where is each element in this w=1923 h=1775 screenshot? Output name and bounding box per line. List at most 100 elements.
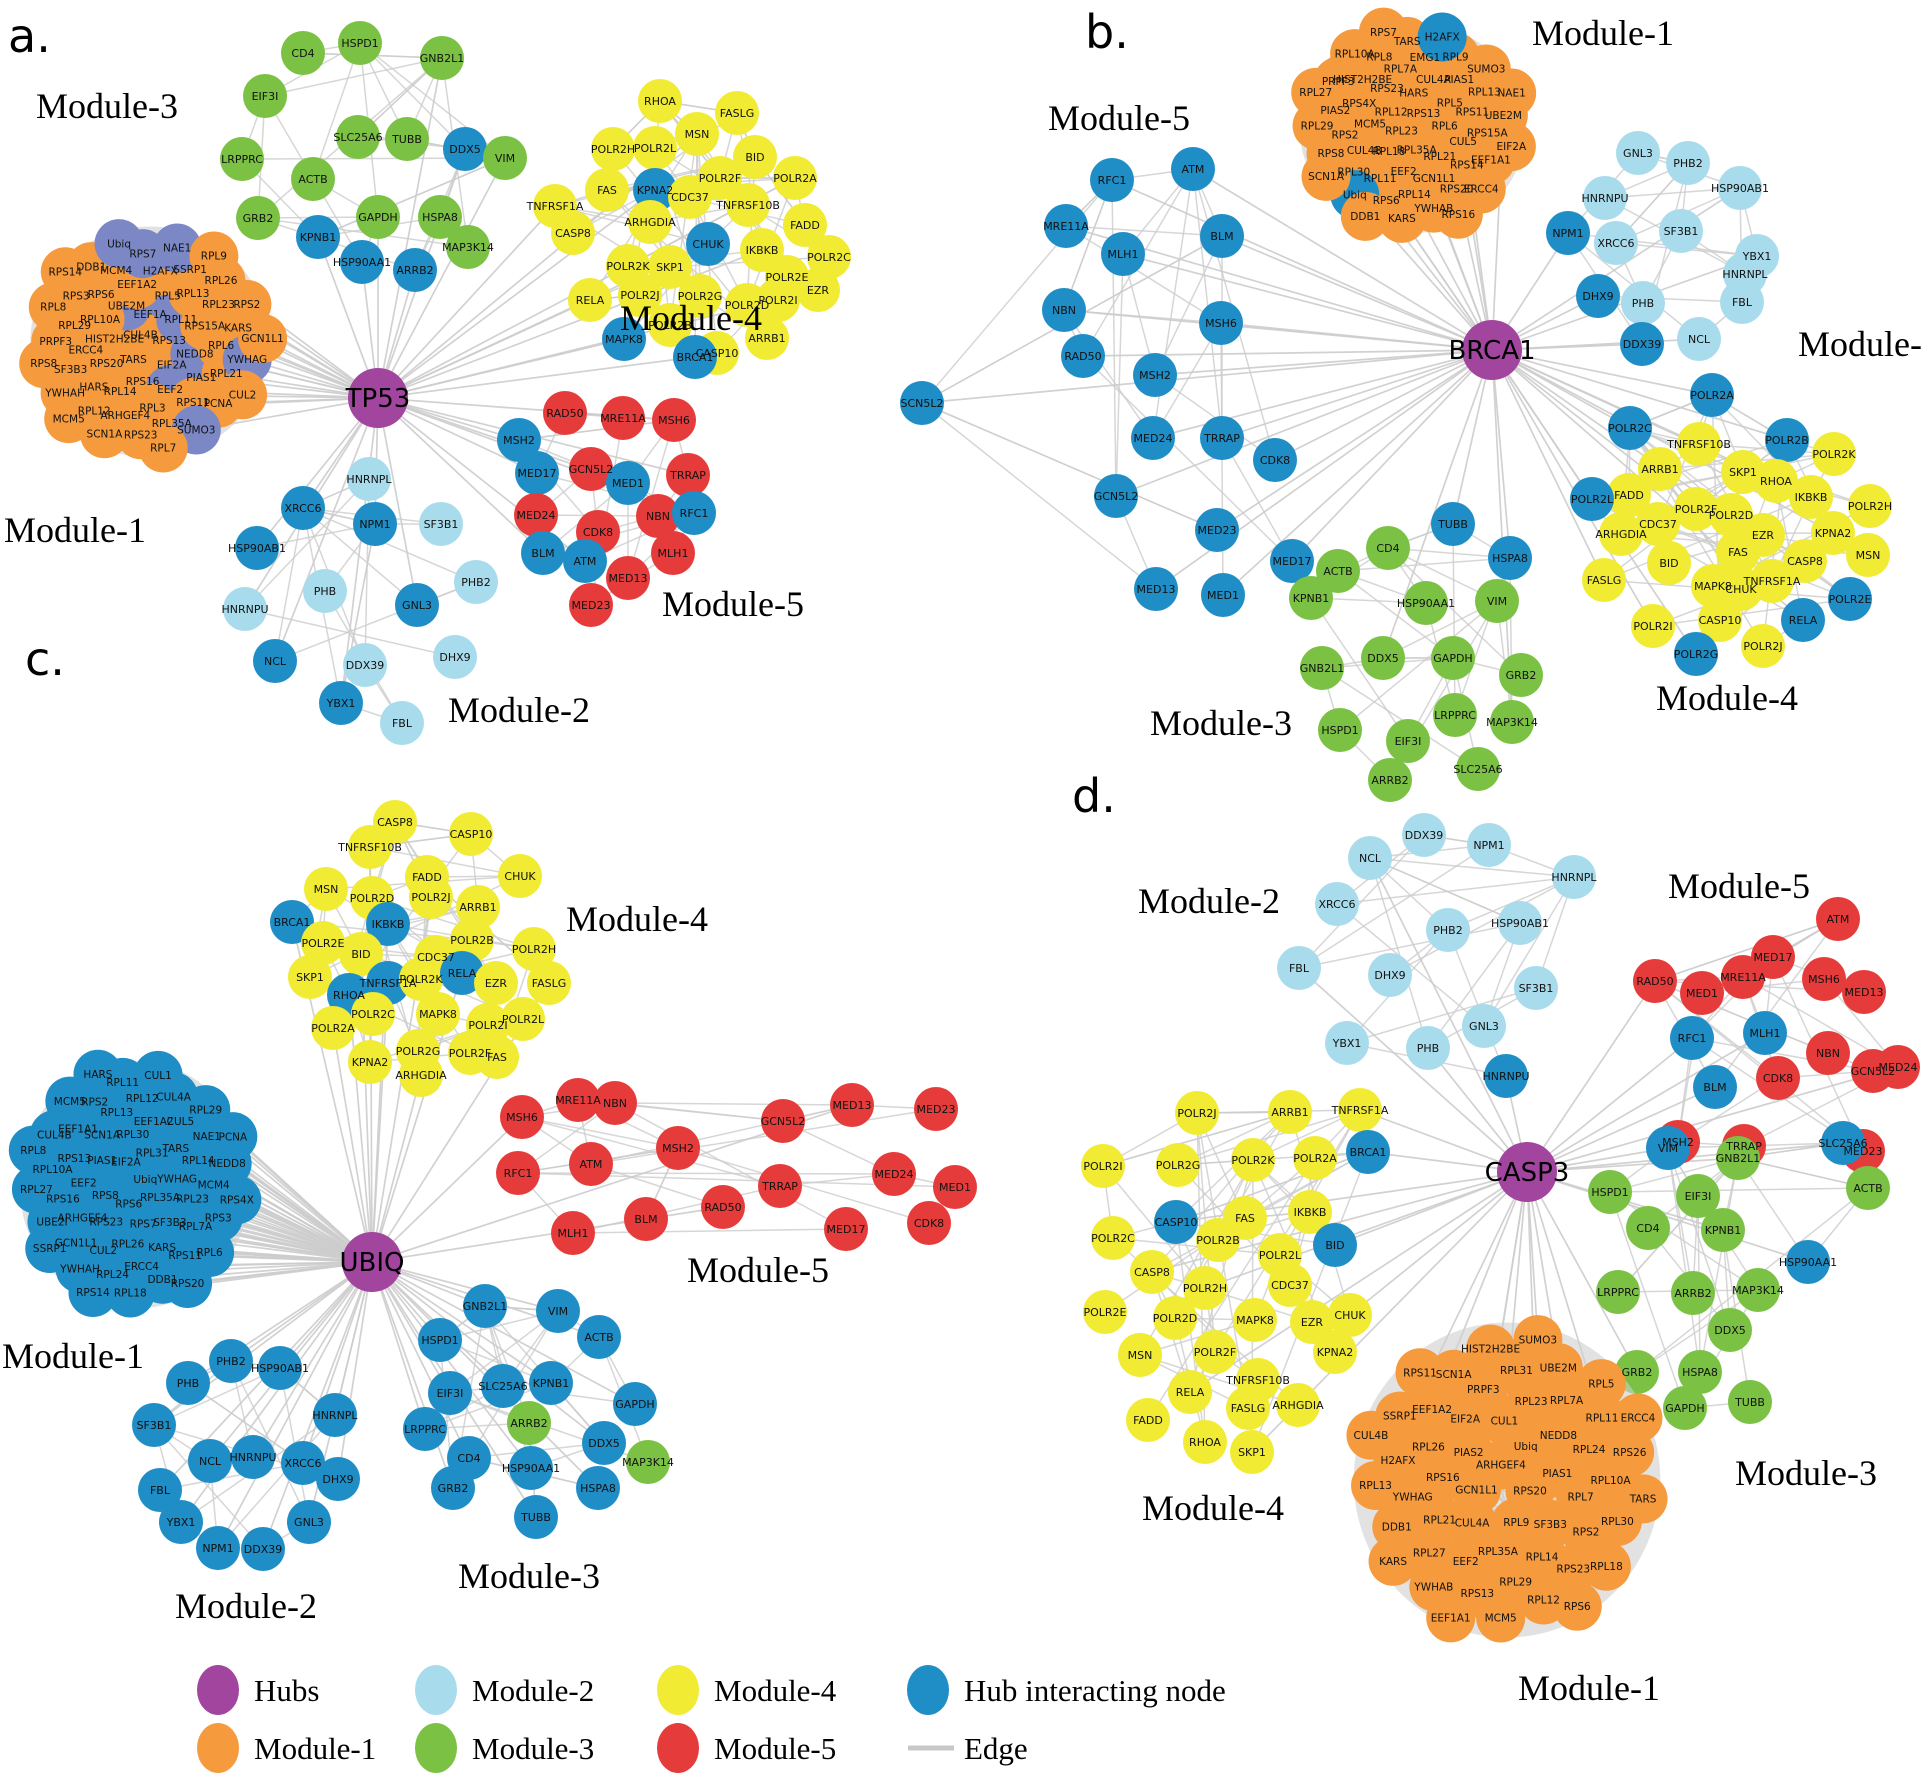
node-POLR2B [648,303,692,347]
hub-edge [337,1261,373,1480]
node-label-GCN5L2: GCN5L2 [1851,1065,1896,1078]
edge [1221,437,1293,562]
node-label-MED23: MED23 [1844,1145,1883,1158]
edge [736,112,763,251]
node-DHX9 [433,635,477,679]
node-FBL [1720,280,1764,324]
node-label-RPL7A: RPL7A [179,1221,213,1233]
node-label-DDX39: DDX39 [1405,829,1443,842]
node-DDX5 [1708,1308,1752,1352]
node-RPL5 [1576,1359,1626,1409]
legend-swatch-hub [197,1665,239,1715]
node-XRCC6 [1315,882,1359,926]
node-CASP8 [1130,1250,1174,1294]
node-FASLG [527,961,571,1005]
node-GAPDH [1663,1386,1707,1430]
node-POLR2E [1083,1290,1127,1334]
node-label-RPS16: RPS16 [1426,1472,1460,1484]
edge [244,478,370,610]
node-label-RPL23: RPL23 [1385,125,1418,137]
node-label-RELA: RELA [1176,1386,1205,1399]
node-SF3B1 [132,1403,176,1447]
node-label-MSH6: MSH6 [1808,973,1840,986]
hub-edge [1220,322,1493,351]
edge [1369,857,1521,924]
node-label-POLR2I: POLR2I [1633,620,1672,633]
node-label-MCM5: MCM5 [53,413,85,425]
node-CHUK [686,222,730,266]
hub-edge [1192,168,1493,351]
node-POLR2E [301,921,345,965]
node-label-RPL29: RPL29 [189,1104,222,1116]
node-label-BID: BID [1325,1239,1344,1252]
node-BID [1647,541,1691,585]
node-label-XRCC6: XRCC6 [1598,237,1635,250]
node-FBL [138,1468,182,1512]
node-label-SF3B3: SF3B3 [54,364,87,376]
node-label-RPS13: RPS13 [152,335,186,347]
node-label-RPS23: RPS23 [124,429,158,441]
node-label-TUBB: TUBB [1734,1396,1765,1409]
node-label-RPS13: RPS13 [1460,1588,1494,1600]
node-TNFRSF10B [1677,422,1721,466]
edge [1310,597,1409,742]
node-label-MED17: MED17 [1273,555,1312,568]
node-GRB2 [431,1466,475,1510]
node-HSP90AB1 [1718,166,1762,210]
edge [1609,1157,1739,1193]
node-label-MAP3K14: MAP3K14 [1486,716,1538,729]
node-label-ATM: ATM [1827,913,1850,926]
node-NBN [593,1081,637,1125]
node-TRRAP [758,1164,802,1208]
node-label-MRE11A: MRE11A [555,1094,601,1107]
node-RHOA [638,79,682,123]
node-label-RPS16: RPS16 [46,1193,80,1205]
node-MRE11A [556,1078,600,1122]
hub-edge [232,1135,373,1263]
node-IKBKB [366,902,410,946]
node-label-HNRNPL: HNRNPL [1551,871,1597,884]
hub-edge [1491,349,1788,441]
node-label-CUL2: CUL2 [89,1245,117,1257]
node-SKP1 [1721,450,1765,494]
node-label-CASP10: CASP10 [696,347,739,360]
node-HNRNPL [347,457,391,501]
node-label-MAPK8: MAPK8 [419,1008,457,1021]
node-label-RPS16: RPS16 [126,376,160,388]
node-RPS4X [212,1175,262,1225]
hub-edge [1382,349,1493,659]
node-label-PHB: PHB [177,1377,199,1390]
node-label-RPS16: RPS16 [1442,209,1476,221]
hub-edge [1491,349,1713,396]
node-label-POLR2F: POLR2F [1675,503,1717,516]
node-RFC1 [672,491,716,535]
edge [1609,1191,1759,1291]
hub-edge [1526,1171,1638,1373]
panel-letter-c: c. [25,632,65,686]
node-label-TNFRSF10B: TNFRSF10B [715,199,780,212]
legend-label-6: Hub interacting node [964,1673,1226,1708]
node-label-CHUK: CHUK [1725,583,1757,596]
legend-swatch-module3 [415,1723,457,1773]
node-label-MSH6: MSH6 [1205,317,1237,330]
node-label-GRB2: GRB2 [1622,1366,1653,1379]
edge [302,507,477,583]
node-BLM [521,531,565,575]
node-label-UBE2M: UBE2M [108,301,145,313]
node-POLR2A [311,1006,355,1050]
legend-swatch-module5 [657,1723,699,1773]
edge [1427,922,1521,1049]
node-label-NEDD8: NEDD8 [176,349,213,361]
node-label-TARS: TARS [1393,36,1421,48]
node-label-LRPPRC: LRPPRC [1434,709,1476,722]
node-RPL18 [105,1268,155,1318]
node-label-RPS8: RPS8 [30,358,57,370]
node-POLR2L [1570,477,1614,521]
edge [159,1462,304,1491]
hub-edge [377,205,556,399]
node-ARRB1 [456,885,500,929]
node-label-GCN1L1: GCN1L1 [1455,1485,1498,1497]
node-PHB [1621,281,1665,325]
module-title-c-module-1: Module-1 [2,1336,144,1376]
node-MED13 [606,556,650,600]
